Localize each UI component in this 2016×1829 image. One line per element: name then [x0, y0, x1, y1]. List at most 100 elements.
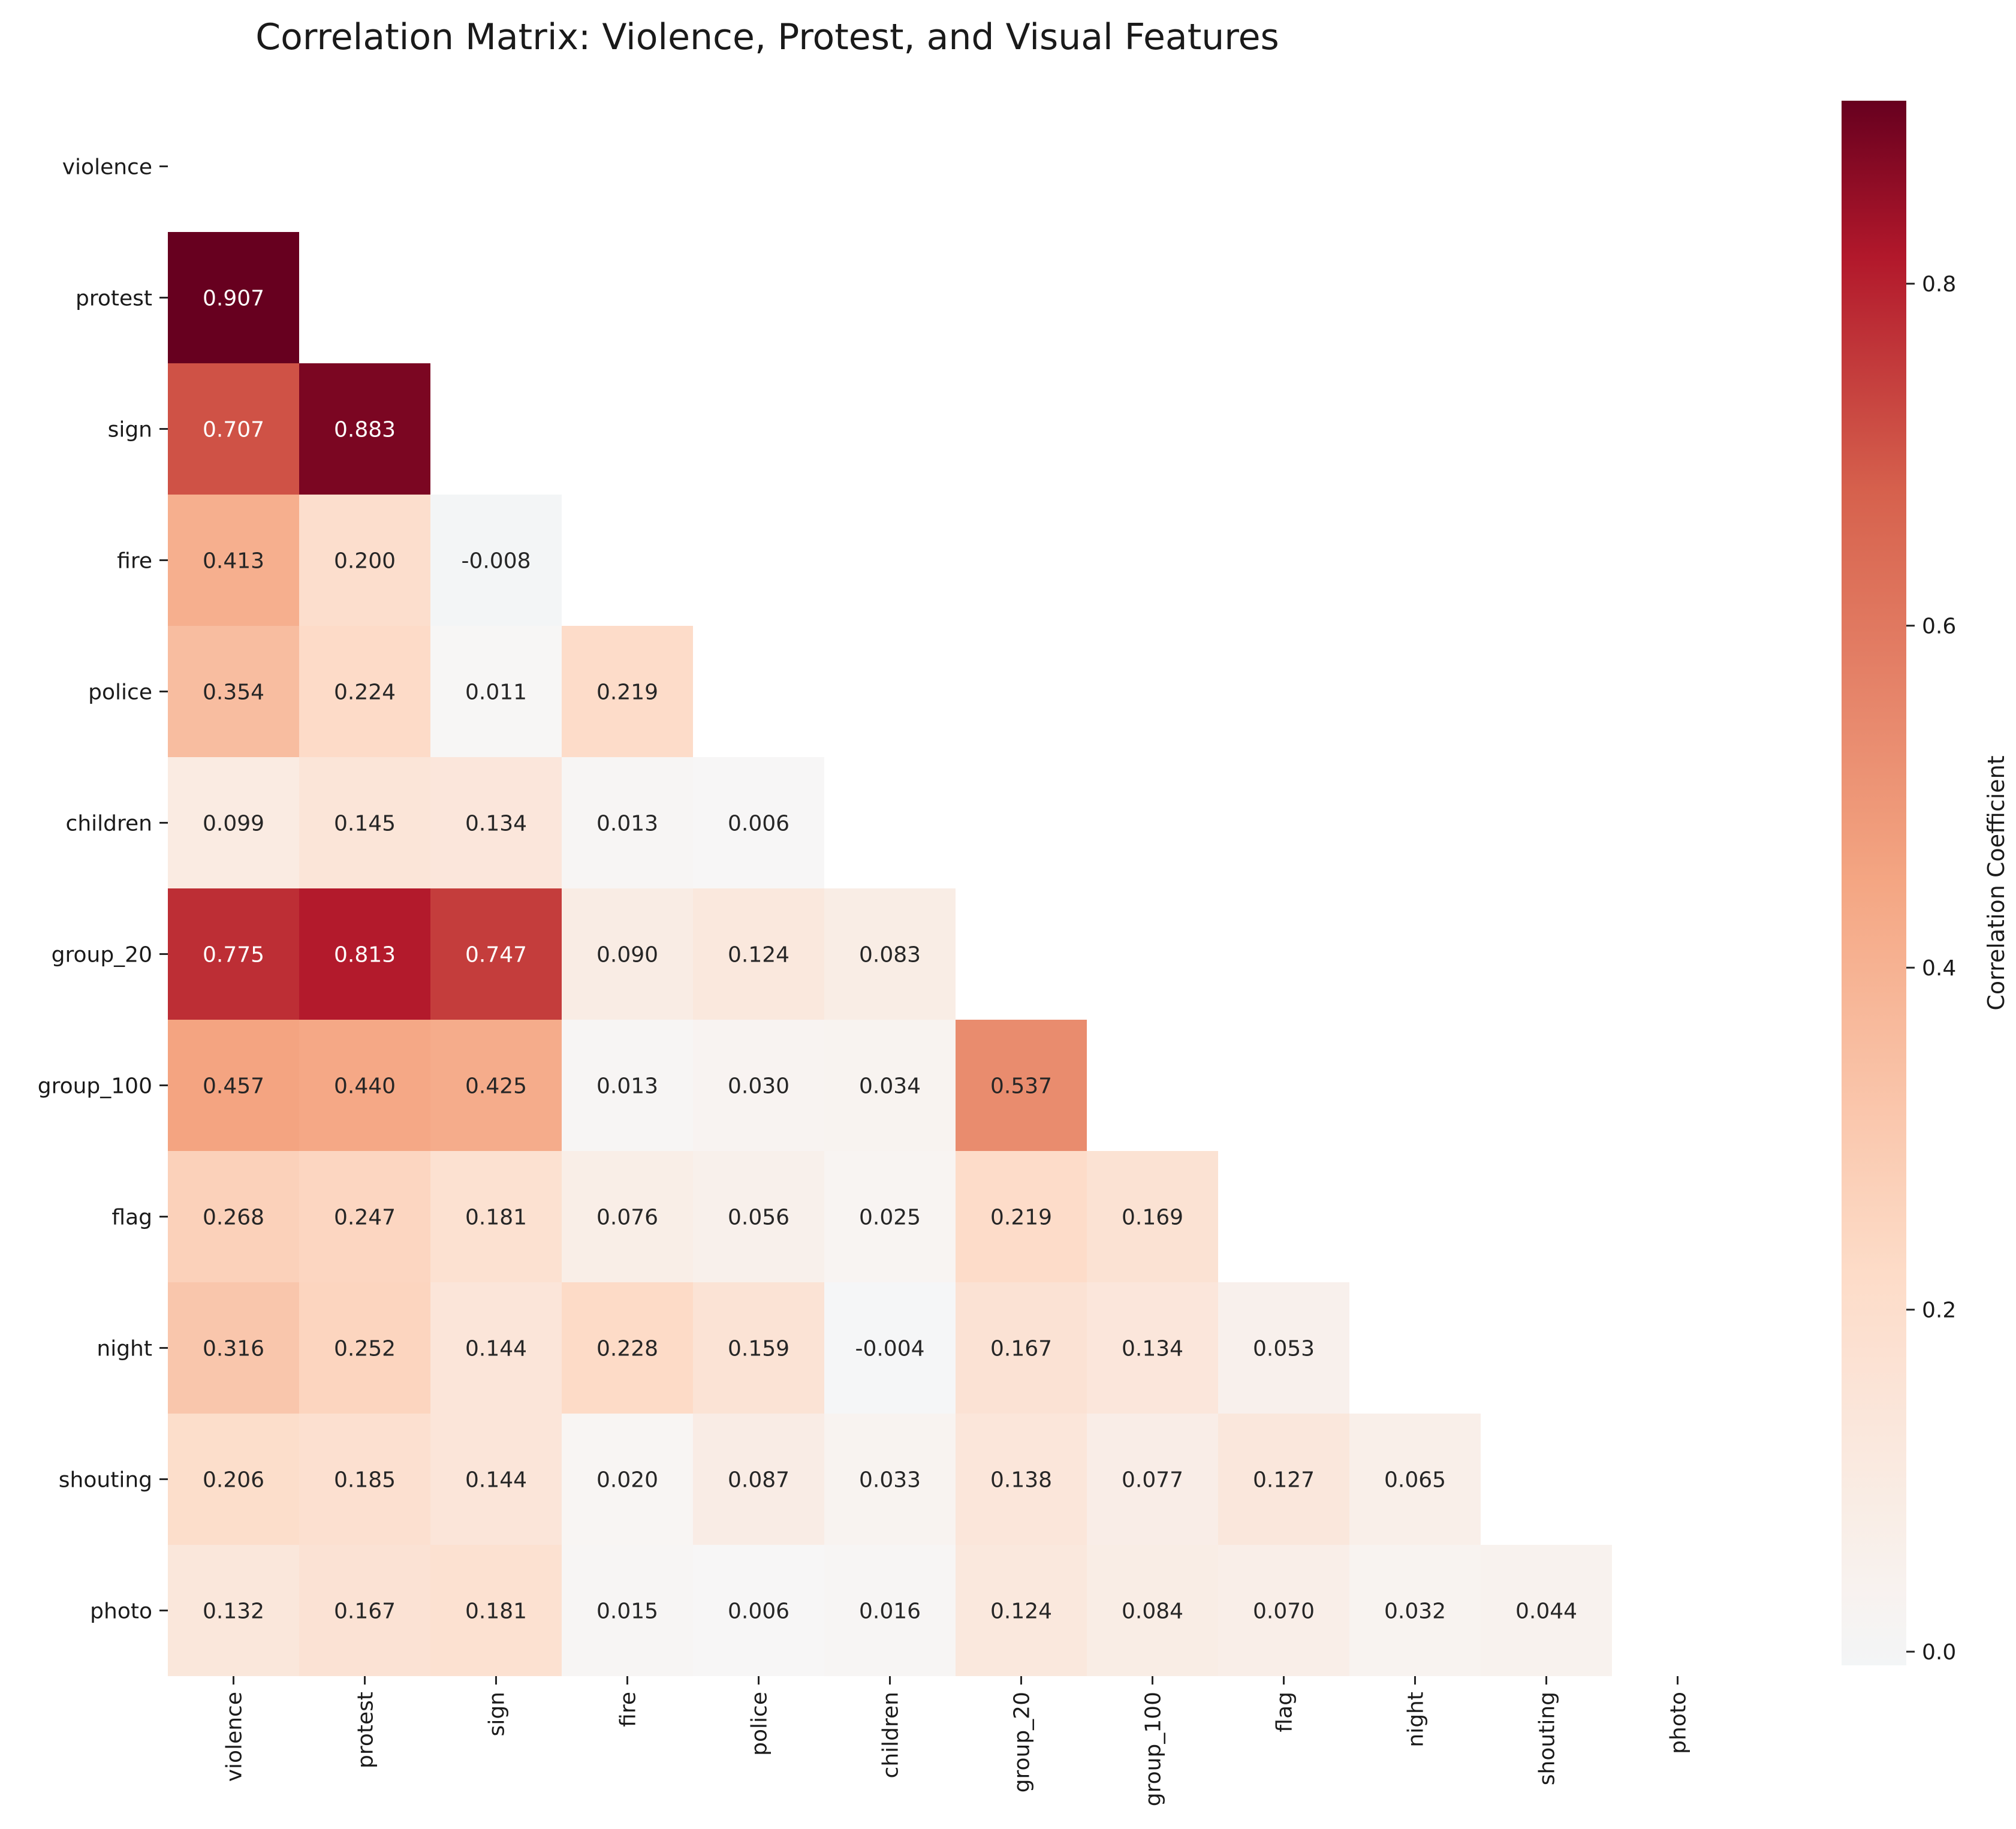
cell-value-label: 0.013 — [596, 1074, 658, 1099]
x-tick-label: shouting — [1535, 1692, 1560, 1785]
heatmap-cell — [299, 1020, 430, 1151]
colorbar-gradient — [1842, 101, 1906, 1665]
cell-value-label: 0.032 — [1384, 1599, 1446, 1624]
heatmap-cell — [430, 626, 562, 757]
heatmap-cell — [562, 757, 693, 888]
y-tick-label: photo — [90, 1599, 152, 1624]
heatmap-cell — [1087, 1545, 1218, 1676]
heatmap-cell — [562, 1414, 693, 1545]
cell-value-label: 0.033 — [859, 1468, 921, 1493]
heatmap-cell — [1087, 1151, 1218, 1282]
heatmap-cell — [693, 1151, 824, 1282]
heatmap-cell — [824, 1020, 956, 1151]
heatmap-cell — [430, 1414, 562, 1545]
cell-value-label: 0.181 — [465, 1599, 527, 1624]
cell-value-label: 0.144 — [465, 1337, 527, 1361]
cell-value-label: 0.015 — [596, 1599, 658, 1624]
cell-value-label: 0.440 — [334, 1074, 396, 1099]
y-tick-label: violence — [62, 155, 152, 180]
heatmap-cell — [562, 1545, 693, 1676]
x-tick-label: sign — [485, 1692, 510, 1736]
cell-value-label: 0.354 — [203, 680, 264, 705]
heatmap-cell — [168, 232, 299, 363]
x-tick-label: photo — [1667, 1692, 1691, 1754]
heatmap-cell — [430, 1020, 562, 1151]
cell-value-label: 0.020 — [596, 1468, 658, 1493]
colorbar-tick-label: 0.2 — [1922, 1298, 1956, 1323]
cell-value-label: 0.413 — [203, 549, 264, 574]
cell-value-label: 0.145 — [334, 812, 396, 836]
heatmap-cells: 0.907 0.707 0.883 0.413 0.200 -0.008 0.354 0.22… — [168, 232, 1612, 1676]
y-tick-label: fire — [117, 549, 152, 574]
y-tick-labels: violence protest sign fire police children gro… — [38, 155, 168, 1624]
heatmap-cell — [693, 757, 824, 888]
heatmap-cell — [1349, 1414, 1481, 1545]
cell-value-label: 0.138 — [990, 1468, 1052, 1493]
cell-value-label: 0.099 — [203, 812, 264, 836]
cell-value-label: 0.747 — [465, 943, 527, 968]
y-tick-label: flag — [112, 1206, 152, 1230]
heatmap-cell — [562, 626, 693, 757]
heatmap-cell — [168, 757, 299, 888]
y-tick-label: shouting — [59, 1468, 152, 1493]
heatmap-cell — [430, 888, 562, 1020]
heatmap-cell — [430, 495, 562, 626]
heatmap-cell — [956, 1020, 1087, 1151]
cell-value-label: 0.011 — [465, 680, 527, 705]
cell-value-label: -0.004 — [855, 1337, 924, 1361]
heatmap-cell — [824, 1282, 956, 1414]
heatmap-cell — [168, 1151, 299, 1282]
x-tick-label: group_20 — [1010, 1692, 1035, 1792]
cell-value-label: 0.316 — [203, 1337, 264, 1361]
heatmap-cell — [299, 495, 430, 626]
cell-value-label: 0.907 — [203, 287, 264, 311]
heatmap-cell — [824, 888, 956, 1020]
heatmap-cell — [693, 888, 824, 1020]
cell-value-label: 0.087 — [728, 1468, 789, 1493]
y-tick-label: police — [88, 680, 152, 705]
cell-value-label: 0.200 — [334, 549, 396, 574]
cell-value-label: 0.228 — [596, 1337, 658, 1361]
heatmap-cell — [168, 1414, 299, 1545]
cell-value-label: 0.206 — [203, 1468, 264, 1493]
heatmap-cell — [299, 757, 430, 888]
heatmap-cell — [693, 1545, 824, 1676]
cell-value-label: 0.268 — [203, 1206, 264, 1230]
heatmap-cell — [168, 363, 299, 495]
heatmap-cell — [693, 1020, 824, 1151]
cell-value-label: 0.169 — [1122, 1206, 1183, 1230]
y-tick-label: protest — [76, 287, 152, 311]
heatmap-cell — [824, 1151, 956, 1282]
x-tick-labels: violence protest sign fire police children gro… — [222, 1676, 1691, 1806]
cell-value-label: 0.070 — [1253, 1599, 1315, 1624]
x-tick-label: group_100 — [1141, 1692, 1166, 1806]
cell-value-label: 0.124 — [728, 943, 789, 968]
heatmap-cell — [299, 1282, 430, 1414]
cell-value-label: 0.127 — [1253, 1468, 1315, 1493]
cell-value-label: 0.013 — [596, 812, 658, 836]
cell-value-label: 0.044 — [1515, 1599, 1577, 1624]
chart-title: Correlation Matrix: Violence, Protest, a… — [255, 16, 1279, 58]
heatmap-cell — [299, 888, 430, 1020]
heatmap-cell — [562, 1151, 693, 1282]
cell-value-label: 0.083 — [859, 943, 921, 968]
heatmap-cell — [956, 1545, 1087, 1676]
cell-value-label: 0.132 — [203, 1599, 264, 1624]
heatmap-cell — [824, 1545, 956, 1676]
x-tick-label: flag — [1273, 1692, 1297, 1732]
cell-value-label: 0.883 — [334, 418, 396, 442]
heatmap-cell — [299, 1151, 430, 1282]
cell-value-label: 0.167 — [990, 1337, 1052, 1361]
heatmap-cell — [693, 1414, 824, 1545]
cell-value-label: 0.056 — [728, 1206, 789, 1230]
heatmap-cell — [299, 1414, 430, 1545]
cell-value-label: 0.124 — [990, 1599, 1052, 1624]
x-tick-label: police — [748, 1692, 772, 1756]
cell-value-label: 0.181 — [465, 1206, 527, 1230]
cell-value-label: 0.144 — [465, 1468, 527, 1493]
cell-value-label: 0.537 — [990, 1074, 1052, 1099]
heatmap-cell — [1218, 1414, 1349, 1545]
y-tick-label: night — [97, 1337, 152, 1361]
cell-value-label: 0.425 — [465, 1074, 527, 1099]
heatmap-cell — [824, 1414, 956, 1545]
